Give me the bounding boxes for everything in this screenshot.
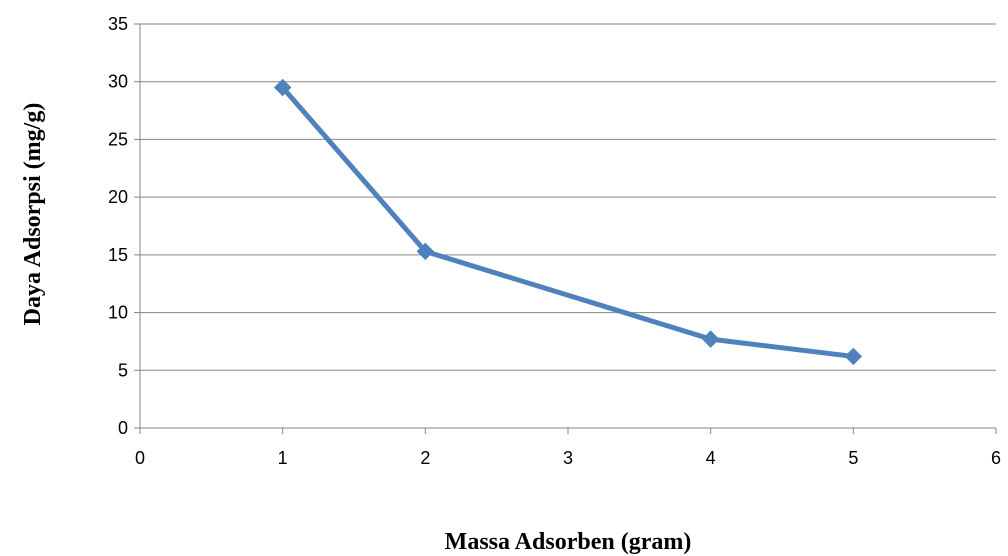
y-tick-label: 30 bbox=[108, 72, 128, 92]
series bbox=[273, 78, 863, 366]
x-tick-label: 4 bbox=[706, 448, 716, 468]
y-tick-label: 35 bbox=[108, 14, 128, 34]
axes bbox=[134, 23, 997, 434]
data-point bbox=[416, 242, 435, 261]
y-tick-label: 5 bbox=[118, 360, 128, 380]
y-tick-labels: 0 5 10 15 20 25 30 35 bbox=[108, 14, 128, 438]
data-point bbox=[273, 78, 292, 97]
y-axis-title: Daya Adsorpsi (mg/g) bbox=[20, 103, 46, 326]
x-tick-label: 0 bbox=[135, 448, 145, 468]
y-tick-label: 20 bbox=[108, 187, 128, 207]
data-point bbox=[701, 330, 720, 348]
x-axis-title: Massa Adsorben (gram) bbox=[445, 529, 692, 555]
x-tick-label: 6 bbox=[991, 448, 1001, 468]
series-line bbox=[280, 84, 856, 359]
y-tick-label: 0 bbox=[118, 418, 128, 438]
x-tick-labels: 0 1 2 3 4 5 6 bbox=[135, 448, 1001, 468]
x-tick-label: 1 bbox=[278, 448, 288, 468]
data-point bbox=[844, 347, 863, 366]
y-tick-label: 25 bbox=[108, 129, 128, 149]
y-tick-label: 10 bbox=[108, 303, 128, 323]
y-tick-label: 15 bbox=[108, 245, 128, 265]
y-gridlines bbox=[140, 23, 996, 371]
x-tick-label: 3 bbox=[563, 448, 573, 468]
x-tick-label: 2 bbox=[420, 448, 430, 468]
x-tick-label: 5 bbox=[848, 448, 858, 468]
